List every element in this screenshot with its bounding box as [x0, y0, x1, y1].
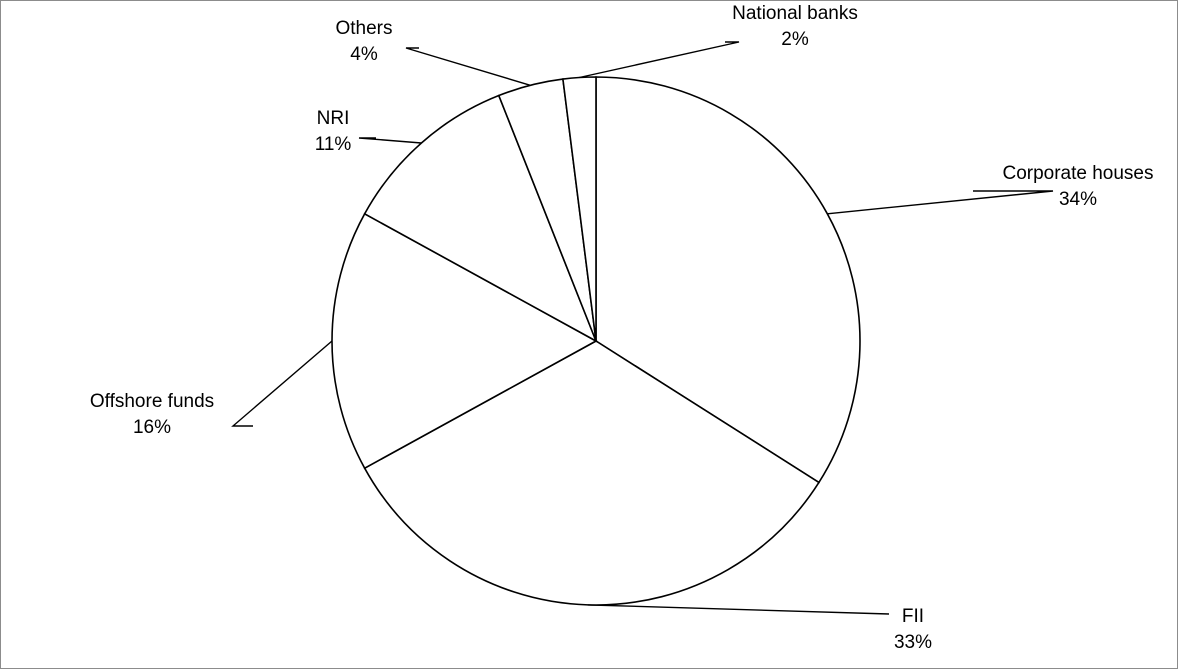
- slice-percent-corporate-houses: 34%: [1059, 189, 1097, 210]
- slice-label-offshore-funds: Offshore funds: [90, 391, 214, 412]
- leader-line-fii: [587, 604, 890, 615]
- slice-label-national-banks: National banks: [732, 3, 858, 24]
- data-labels: Corporate houses 34% FII 33% Offshore funds 1…: [90, 3, 1154, 653]
- slice-label-corporate-houses: Corporate houses: [1002, 163, 1153, 184]
- leader-lines: [231, 41, 1054, 615]
- slice-percent-national-banks: 2%: [781, 29, 809, 50]
- pie-slice-offshore-funds: [331, 212, 598, 470]
- slice-percent-offshore-funds: 16%: [133, 417, 171, 438]
- leader-line-national-banks: [579, 41, 740, 79]
- leader-line-offshore-funds: [231, 340, 333, 427]
- slice-percent-nri: 11%: [315, 134, 352, 155]
- leader-line-nri: [358, 137, 422, 144]
- slice-label-fii: FII: [902, 606, 924, 627]
- slice-percent-fii: 33%: [894, 632, 932, 653]
- pie-slice-nri: [363, 94, 598, 343]
- pie-slices: [331, 76, 861, 606]
- slice-label-nri: NRI: [317, 108, 350, 129]
- leader-line-others: [405, 47, 531, 86]
- slice-percent-others: 4%: [350, 44, 378, 65]
- leader-line-corporate-houses: [827, 190, 1054, 215]
- slice-label-others: Others: [335, 18, 392, 39]
